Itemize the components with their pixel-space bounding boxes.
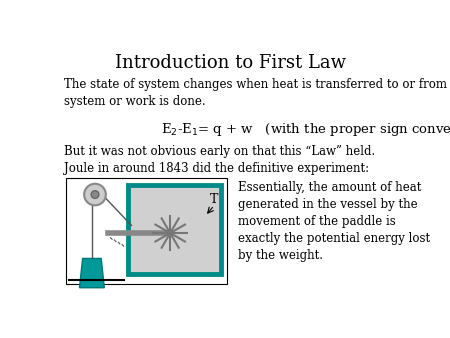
Text: But it was not obvious early on that this “Law” held.
Joule in around 1843 did t: But it was not obvious early on that thi… <box>64 145 375 174</box>
Text: Essentially, the amount of heat
generated in the vessel by the
movement of the p: Essentially, the amount of heat generate… <box>238 182 431 263</box>
Text: E$_2$-E$_1$= q + w   (with the proper sign conventions): E$_2$-E$_1$= q + w (with the proper sign… <box>161 121 450 138</box>
Text: T: T <box>210 193 219 206</box>
Bar <box>66 178 227 284</box>
Circle shape <box>84 184 106 206</box>
Bar <box>127 185 220 274</box>
Text: Introduction to First Law: Introduction to First Law <box>115 54 346 72</box>
Circle shape <box>91 191 99 198</box>
Polygon shape <box>80 259 104 288</box>
Text: The state of system changes when heat is transferred to or from the
system or wo: The state of system changes when heat is… <box>64 77 450 107</box>
Bar <box>127 185 220 274</box>
